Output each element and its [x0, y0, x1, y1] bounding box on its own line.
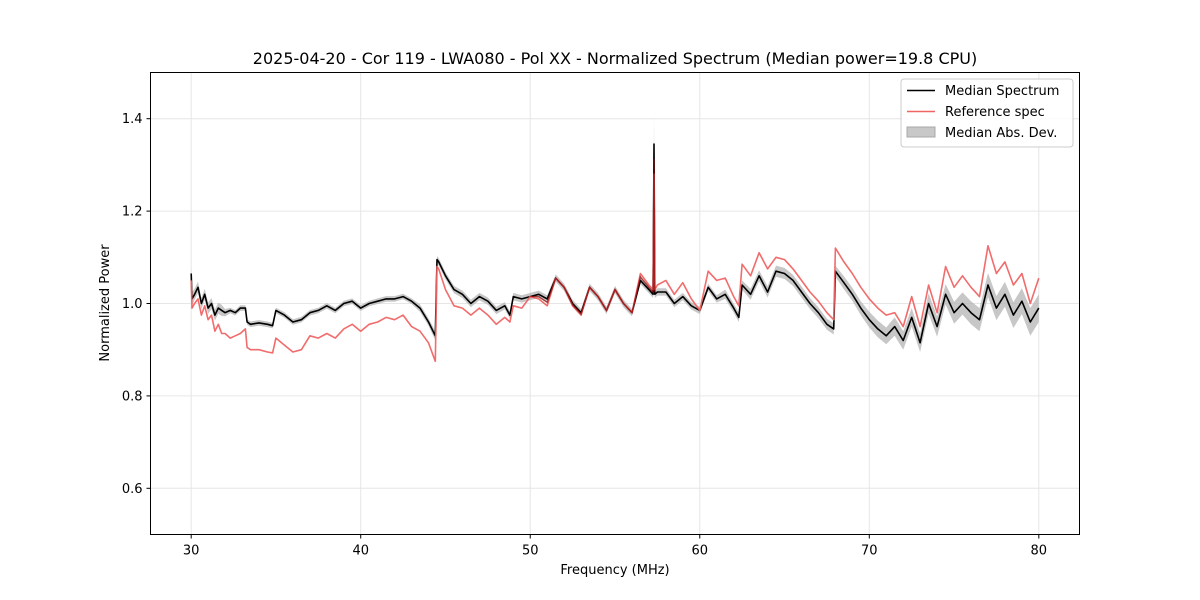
- x-tick-label: 40: [352, 544, 369, 559]
- y-axis-label: Normalized Power: [98, 244, 113, 362]
- y-tick-label: 0.8: [122, 389, 143, 404]
- y-tick-label: 1.0: [122, 297, 143, 312]
- y-tick-label: 0.6: [122, 482, 143, 497]
- legend-swatch-mad: [906, 126, 936, 138]
- x-tick-label: 80: [1031, 544, 1048, 559]
- series-median-spectrum: [190, 143, 1040, 344]
- x-tick-label: 60: [691, 544, 708, 559]
- y-axis-ticks: 0.6 0.8 1.0 1.2 1.4: [122, 112, 151, 497]
- legend-box: [900, 78, 1074, 148]
- legend-entry-mad: Median Abs. Dev.: [945, 126, 1057, 141]
- x-tick-label: 70: [861, 544, 878, 559]
- series-overlap: [530, 159, 656, 316]
- legend-entry-reference: Reference spec: [945, 105, 1045, 120]
- x-axis-label: Frequency (MHz): [560, 563, 669, 578]
- x-tick-label: 50: [522, 544, 539, 559]
- series-reference-spectrum: [190, 173, 1040, 363]
- y-tick-label: 1.4: [122, 112, 143, 127]
- y-tick-label: 1.2: [122, 205, 143, 220]
- legend: Median Spectrum Reference spec Median Ab…: [900, 78, 1074, 148]
- x-tick-label: 30: [183, 544, 200, 559]
- plot-area: [190, 114, 1040, 363]
- legend-entry-median: Median Spectrum: [945, 84, 1059, 99]
- x-axis-ticks: 30 40 50 60 70 80: [183, 534, 1048, 559]
- chart-title: 2025-04-20 - Cor 119 - LWA080 - Pol XX -…: [253, 49, 977, 68]
